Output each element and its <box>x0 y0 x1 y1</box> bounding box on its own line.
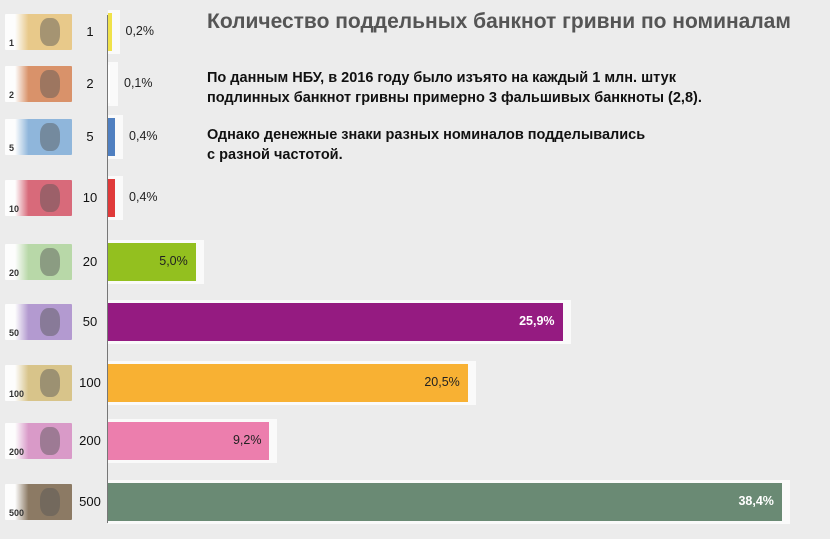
denomination-label: 500 <box>79 494 101 509</box>
portrait-icon <box>40 123 60 151</box>
value-label-10: 0,4% <box>129 190 158 204</box>
value-label-1: 0,2% <box>125 24 155 38</box>
bar-10 <box>108 179 116 217</box>
note-line-2: с разной частотой. <box>207 147 343 163</box>
value-label-20: 5,0% <box>159 254 188 268</box>
portrait-icon <box>40 427 60 455</box>
banknote-number: 200 <box>9 447 25 457</box>
bar-halo <box>108 10 120 54</box>
banknote-number: 100 <box>9 389 25 399</box>
denomination-label: 5 <box>86 129 94 144</box>
value-label-100: 20,5% <box>424 375 460 389</box>
note-paragraph: Однако денежные знаки разных номиналов п… <box>207 125 645 165</box>
portrait-icon <box>40 248 60 276</box>
banknote-image-5: 5 <box>5 119 72 155</box>
bar-2 <box>108 65 110 103</box>
denomination-label: 10 <box>82 190 98 205</box>
denomination-label: 100 <box>79 375 101 390</box>
banknote-image-20: 20 <box>5 244 72 280</box>
value-label-500: 38,4% <box>738 494 774 508</box>
bar-500 <box>108 483 782 521</box>
banknote-number: 1 <box>9 38 15 48</box>
bar-50 <box>108 303 563 341</box>
value-label-200: 9,2% <box>232 433 262 447</box>
bar-halo <box>108 62 118 106</box>
banknote-image-1: 1 <box>5 14 72 50</box>
note-line-1: Однако денежные знаки разных номиналов п… <box>207 127 646 143</box>
banknote-number: 50 <box>9 328 20 338</box>
intro-line-1: По данным НБУ, в 2016 году было изъято н… <box>207 70 676 86</box>
portrait-icon <box>40 369 60 397</box>
value-label-50: 25,9% <box>519 314 555 328</box>
banknote-image-200: 200 <box>5 423 72 459</box>
denomination-label: 1 <box>86 24 94 39</box>
bar-200 <box>108 422 270 460</box>
chart-title: Количество поддельных банкнот гривни по … <box>207 10 791 33</box>
banknote-number: 5 <box>9 143 15 153</box>
denomination-label: 2 <box>86 76 94 91</box>
banknote-image-2: 2 <box>5 66 72 102</box>
banknote-image-10: 10 <box>5 180 72 216</box>
portrait-icon <box>40 488 60 516</box>
portrait-icon <box>40 70 60 98</box>
bar-100 <box>108 364 468 402</box>
banknote-image-500: 500 <box>5 484 72 520</box>
denomination-label: 50 <box>82 314 98 329</box>
intro-paragraph: По данным НБУ, в 2016 году было изъято н… <box>207 68 702 108</box>
banknote-number: 500 <box>9 508 25 518</box>
y-axis-line <box>107 15 108 523</box>
banknote-number: 10 <box>9 204 20 214</box>
intro-line-2: подлинных банкнот гривны примерно 3 фаль… <box>207 90 702 106</box>
portrait-icon <box>40 308 60 336</box>
banknote-image-100: 100 <box>5 365 72 401</box>
portrait-icon <box>40 18 60 46</box>
banknote-number: 20 <box>9 268 20 278</box>
banknote-number: 2 <box>9 90 15 100</box>
bar-1 <box>108 13 112 51</box>
bar-20 <box>108 243 196 281</box>
value-label-5: 0,4% <box>129 129 158 143</box>
denomination-label: 20 <box>82 254 98 269</box>
banknote-image-50: 50 <box>5 304 72 340</box>
bar-5 <box>108 118 116 156</box>
value-label-2: 0,1% <box>124 76 153 90</box>
denomination-label: 200 <box>79 433 101 448</box>
portrait-icon <box>40 184 60 212</box>
